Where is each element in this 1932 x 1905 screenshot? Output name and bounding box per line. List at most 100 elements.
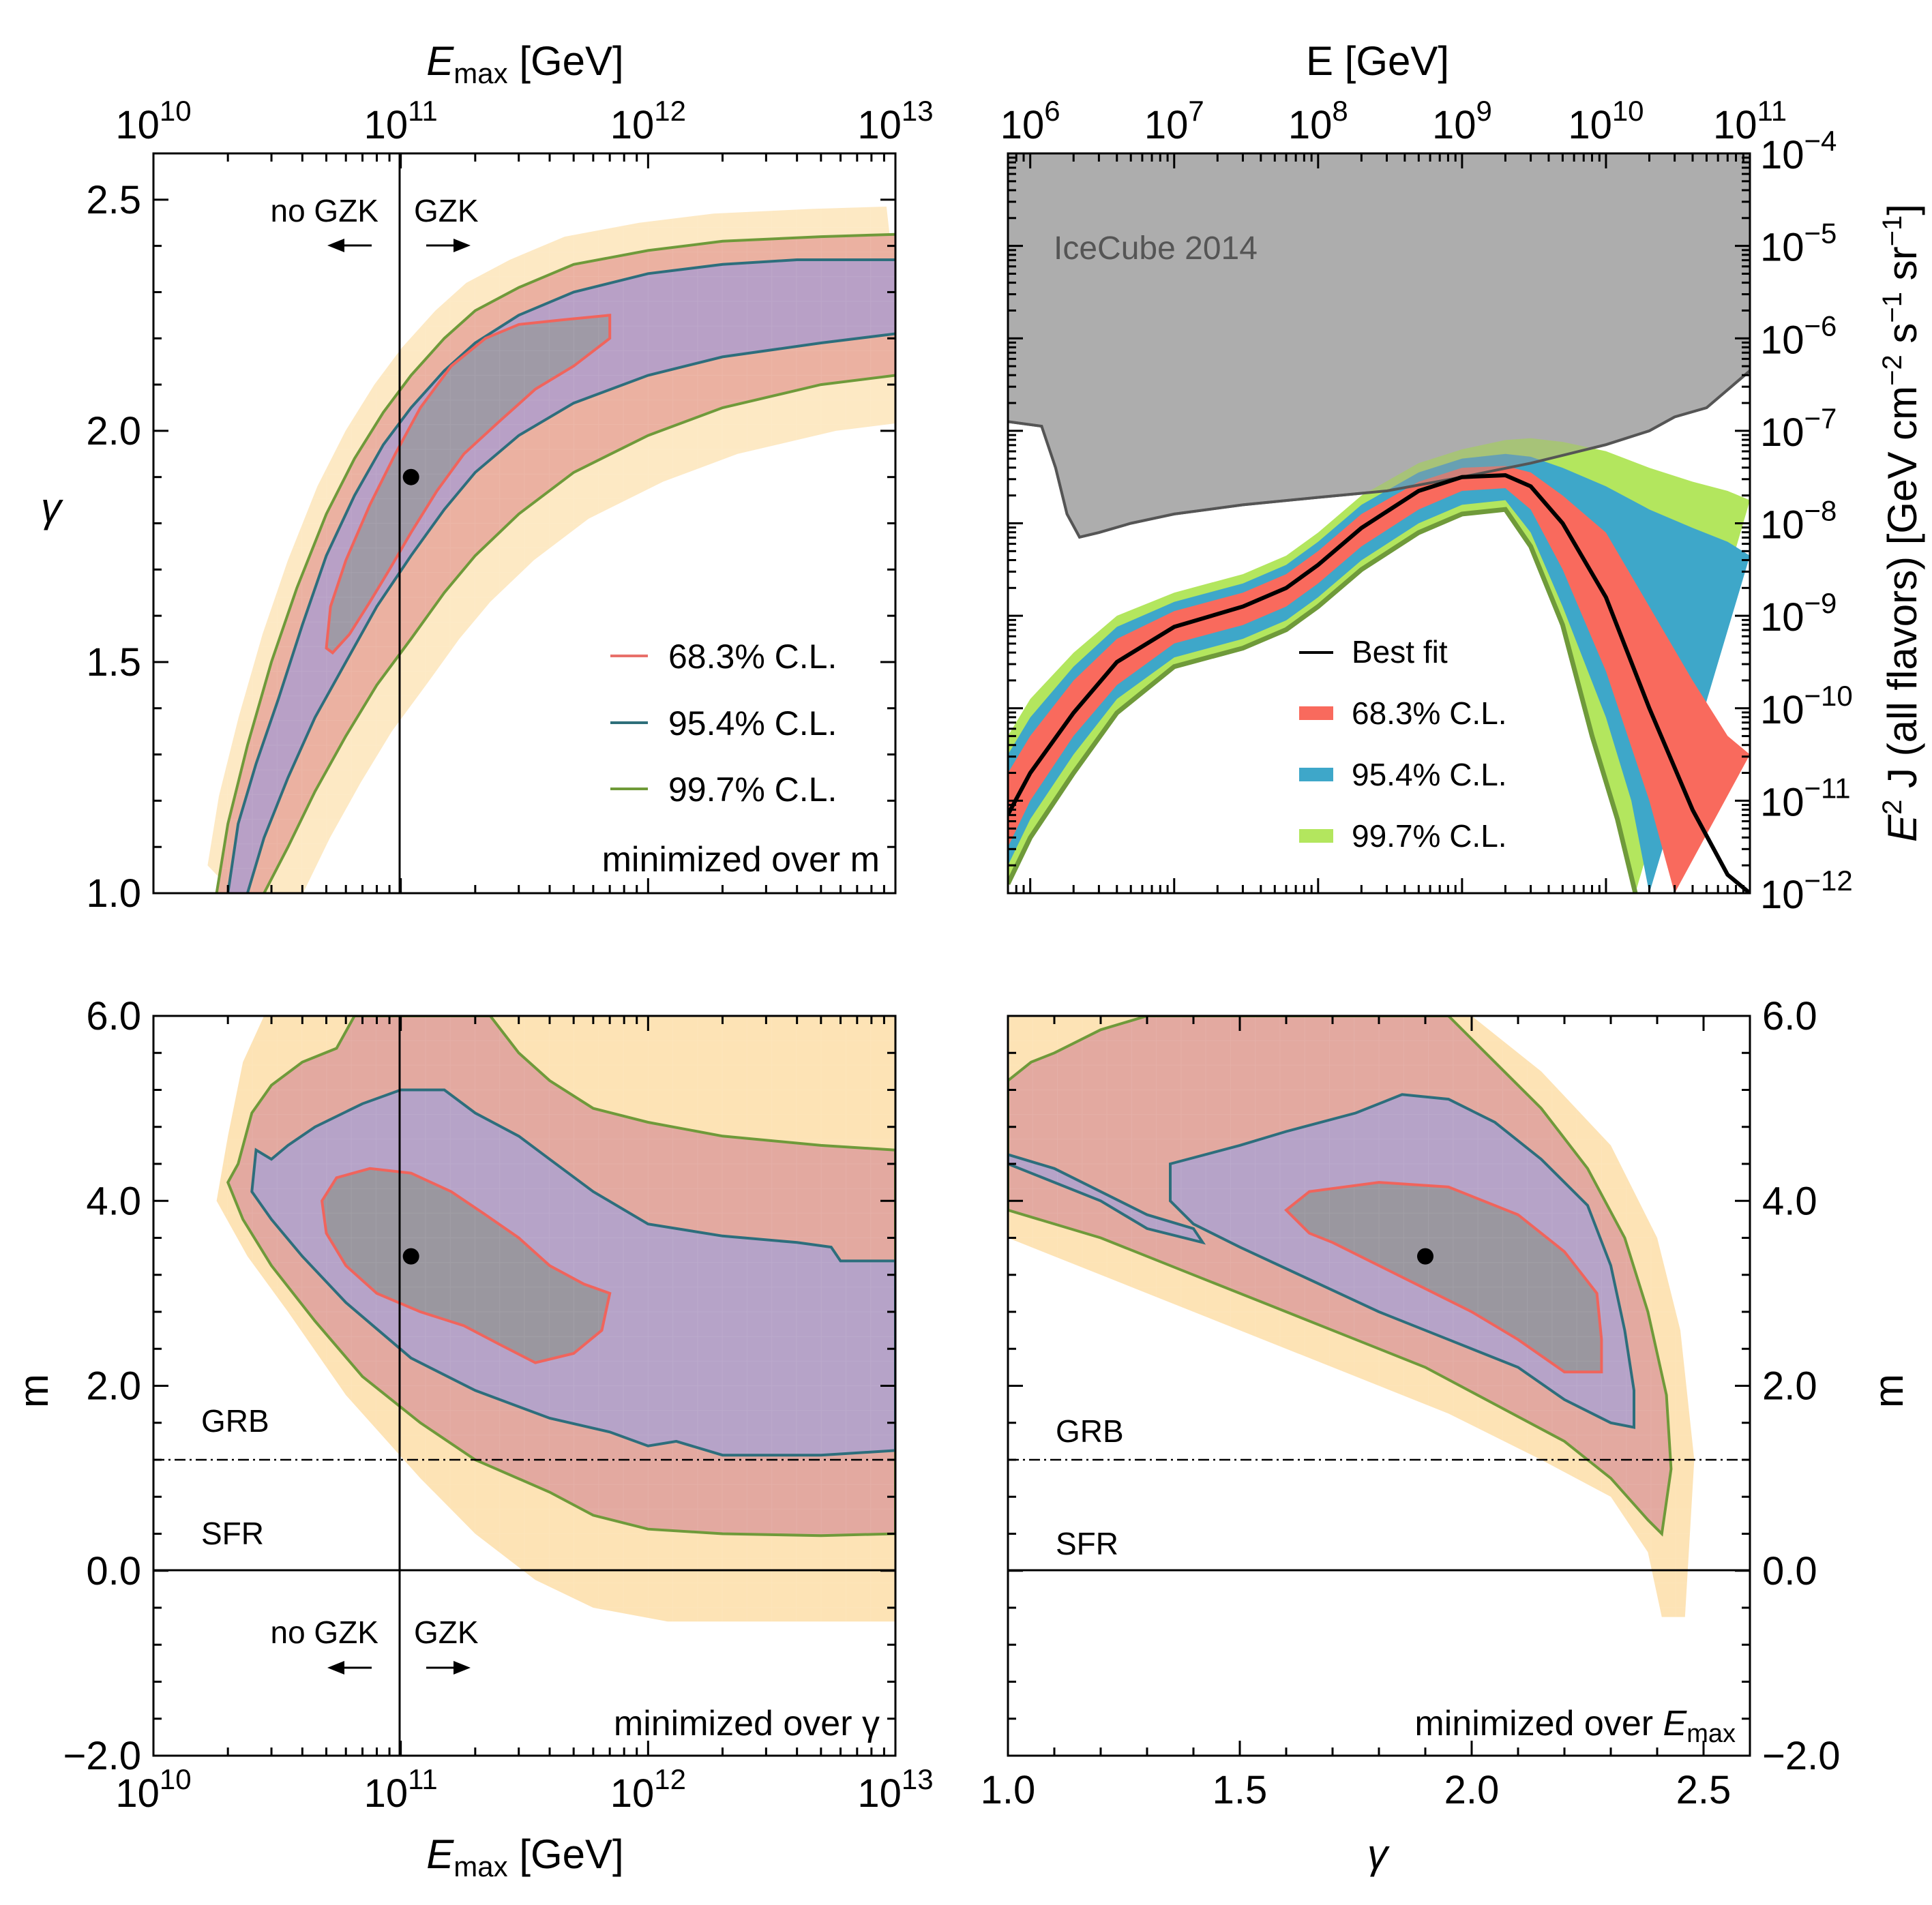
bl-gzk-left-label: no GZK	[270, 1615, 378, 1650]
br-y-label-1: 0.0	[1762, 1549, 1817, 1593]
tr-legend-68: 68.3% C.L.	[1352, 695, 1507, 731]
tr-x-top-label-3: 109	[1432, 95, 1492, 147]
tl-best-fit-point	[402, 468, 419, 485]
tl-ylabel: γ	[41, 485, 63, 530]
bl-xlabel: Emax [GeV]	[426, 1831, 623, 1882]
tl-heatmap	[153, 153, 895, 893]
br-y-label-3: 4.0	[1762, 1179, 1817, 1223]
tl-contours	[215, 232, 895, 893]
bl-pixel-grid	[153, 1016, 895, 1756]
tl-legend-99: 99.7% C.L.	[668, 770, 837, 809]
panel-m-vs-emax: GRB SFR no GZK GZK minimized over γ 1010…	[11, 994, 934, 1882]
br-xlabel: γ	[1367, 1831, 1390, 1877]
tl-legend-68: 68.3% C.L.	[668, 638, 837, 676]
br-y-label-4: 6.0	[1762, 994, 1817, 1038]
bl-y-label-4: 6.0	[86, 994, 141, 1038]
tr-x-top-label-1: 107	[1144, 95, 1204, 147]
tl-contour-99-upper	[215, 232, 895, 893]
bl-note: minimized over γ	[614, 1704, 880, 1743]
tr-y-label-6: 10−6	[1760, 310, 1837, 362]
tl-x-top-label-3: 1013	[857, 95, 933, 147]
br-grb-label: GRB	[1056, 1413, 1124, 1449]
tl-ticks: 1010 1011 1012 1013 1.0 1.5 2.0 2.5	[86, 95, 933, 916]
tr-band-68	[1008, 466, 1750, 893]
bl-contours	[226, 1016, 895, 1537]
br-ylabel: m	[1866, 1374, 1912, 1408]
tl-note: minimized over m	[602, 840, 880, 880]
tl-legend: 68.3% C.L. 95.4% C.L. 99.7% C.L.	[610, 638, 837, 809]
tl-arrow-left-icon	[327, 239, 372, 252]
br-x-label-1: 1.5	[1213, 1768, 1268, 1812]
tr-legend-swatch-95	[1299, 768, 1333, 781]
tl-x-top-label-1: 1011	[364, 95, 438, 147]
tl-region-2	[216, 234, 895, 893]
tr-x-top-label-5: 1011	[1713, 95, 1787, 147]
br-note: minimized over Emax	[1414, 1704, 1736, 1748]
bl-arrow-left-icon	[327, 1661, 372, 1675]
tl-xlabel: Emax [GeV]	[426, 38, 623, 89]
tr-band-99-lower-edge	[1008, 507, 1638, 893]
tr-x-top-label-2: 108	[1288, 95, 1348, 147]
br-region-4	[1008, 1154, 1203, 1243]
tl-gzk-left-label: no GZK	[270, 193, 378, 228]
panel-flux-spectrum: IceCube 2014 Best fit 68.3% C.L. 95.4% C…	[1000, 38, 1925, 917]
panel-gamma-vs-emax: no GZK GZK 68.3% C.L. 95.4% C.L. 99.7% C…	[41, 38, 934, 916]
tr-y-label-3: 10−9	[1760, 587, 1837, 640]
tl-y-label-1: 1.5	[86, 640, 141, 685]
bl-heatmap	[153, 1016, 895, 1756]
br-ticks: 1.0 1.5 2.0 2.5 −2.0 0.0 2.0 4.0 6.0	[981, 994, 1841, 1812]
tr-xlabel: E [GeV]	[1306, 38, 1449, 84]
br-region-5	[1286, 1182, 1602, 1372]
tr-y-label-4: 10−8	[1760, 495, 1837, 548]
tr-legend-best: Best fit	[1352, 634, 1448, 670]
tl-contour-68	[325, 314, 612, 655]
tl-y-label-2: 2.0	[86, 409, 141, 453]
bl-best-fit-point	[402, 1248, 419, 1265]
tl-contour-95-upper	[226, 258, 895, 893]
tl-arrow-right-icon	[426, 239, 471, 252]
tr-icecube-region	[1008, 153, 1750, 537]
tr-icecube-boundary-top	[1008, 370, 1750, 539]
br-contour-95-island	[1008, 1153, 1206, 1245]
bl-x-bottom-label-3: 1013	[857, 1763, 933, 1816]
bl-y-label-1: 0.0	[86, 1549, 141, 1593]
tr-legend: Best fit 68.3% C.L. 95.4% C.L. 99.7% C.L…	[1299, 634, 1507, 854]
tr-legend-swatch-68	[1299, 706, 1333, 720]
tr-x-top-label-0: 106	[1000, 95, 1060, 147]
tr-icecube-overlay	[1008, 153, 1750, 537]
tr-y-label-0: 10−12	[1760, 865, 1853, 917]
tr-y-label-5: 10−7	[1760, 402, 1837, 455]
tl-contour-95-lower	[246, 332, 895, 893]
bl-y-label-3: 4.0	[86, 1179, 141, 1223]
bl-y-label-2: 2.0	[86, 1364, 141, 1409]
tr-plot-area	[1008, 153, 1750, 893]
bl-x-bottom-label-0: 1010	[115, 1763, 191, 1816]
br-x-label-0: 1.0	[981, 1768, 1036, 1812]
tr-legend-95: 95.4% C.L.	[1352, 757, 1507, 792]
br-y-label-0: −2.0	[1762, 1734, 1841, 1778]
tl-x-top-label-0: 1010	[115, 95, 191, 147]
tr-ticks: 106 107 108 109 1010 1011 10−12 10−11 10−10 10−9 1…	[1000, 95, 1853, 917]
br-best-fit-point	[1417, 1248, 1433, 1265]
bl-arrow-right-icon	[426, 1661, 471, 1675]
tr-y-label-8: 10−4	[1760, 125, 1837, 177]
bl-ticks: 1010 1011 1012 1013 −2.0 0.0 2.0 4.0 6.0	[63, 994, 934, 1816]
tl-x-top-label-2: 1012	[610, 95, 686, 147]
bl-contour-68	[321, 1167, 612, 1364]
tr-legend-99: 99.7% C.L.	[1352, 818, 1507, 854]
tl-region-4	[326, 315, 610, 653]
tr-legend-swatch-99	[1299, 829, 1333, 843]
bl-contour-95	[250, 1088, 895, 1457]
bl-gzk-right-label: GZK	[414, 1615, 479, 1650]
tr-y-label-1: 10−11	[1760, 772, 1851, 824]
br-contours	[1008, 1016, 1673, 1537]
tl-contour-99-lower	[263, 374, 895, 893]
tr-y-label-7: 10−5	[1760, 217, 1837, 270]
tl-gzk-right-label: GZK	[414, 193, 479, 228]
br-pixel-grid	[1008, 1016, 1750, 1756]
tl-legend-95: 95.4% C.L.	[668, 704, 837, 742]
bl-ylabel: m	[11, 1374, 57, 1408]
br-contour-68	[1284, 1181, 1603, 1374]
bl-y-label-0: −2.0	[63, 1734, 142, 1778]
